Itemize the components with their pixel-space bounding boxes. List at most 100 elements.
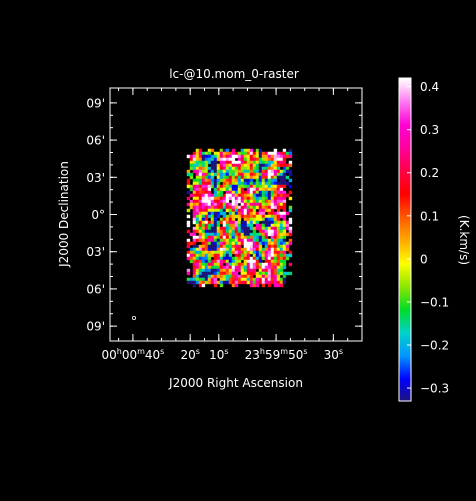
heatmap-cell bbox=[255, 163, 260, 168]
heatmap-cell bbox=[240, 172, 245, 177]
heatmap-cell bbox=[243, 199, 248, 204]
heatmap-cell bbox=[210, 217, 215, 222]
heatmap-cell bbox=[207, 229, 212, 234]
heatmap-cell bbox=[255, 190, 260, 195]
heatmap-cell bbox=[225, 244, 230, 249]
heatmap-cell bbox=[255, 250, 260, 255]
colorbar-segment bbox=[399, 136, 411, 140]
heatmap-cell bbox=[210, 259, 215, 264]
heatmap-cell bbox=[201, 226, 206, 231]
heatmap-cell bbox=[243, 223, 248, 228]
heatmap-cell bbox=[225, 271, 230, 276]
heatmap-cell bbox=[243, 169, 248, 174]
heatmap-cell bbox=[288, 184, 293, 189]
heatmap-cell bbox=[234, 247, 239, 252]
heatmap-cell bbox=[243, 196, 248, 201]
heatmap-cell bbox=[264, 214, 269, 219]
heatmap-cell bbox=[243, 265, 248, 270]
heatmap-cell bbox=[195, 187, 200, 192]
heatmap-cell bbox=[192, 160, 197, 165]
heatmap-cell bbox=[204, 208, 209, 213]
heatmap-cell bbox=[243, 193, 248, 198]
heatmap-cell bbox=[216, 193, 221, 198]
colorbar-segment bbox=[399, 211, 411, 214]
heatmap-cell bbox=[249, 220, 254, 225]
heatmap-cell bbox=[231, 169, 236, 174]
heatmap-cell bbox=[231, 202, 236, 207]
heatmap-cell bbox=[246, 226, 251, 231]
heatmap-cell bbox=[219, 163, 224, 168]
heatmap-cell bbox=[240, 148, 245, 153]
heatmap-cell bbox=[267, 220, 272, 225]
heatmap-cell bbox=[249, 169, 254, 174]
heatmap-cell bbox=[231, 283, 236, 288]
heatmap-cell bbox=[255, 226, 260, 231]
heatmap-cell bbox=[201, 172, 206, 177]
heatmap-cell bbox=[276, 229, 281, 234]
heatmap-cell bbox=[240, 205, 245, 210]
heatmap-cell bbox=[219, 187, 224, 192]
heatmap-cell bbox=[258, 226, 263, 231]
heatmap-cell bbox=[273, 241, 278, 246]
colorbar-segment bbox=[399, 330, 411, 333]
heatmap-cell bbox=[234, 226, 239, 231]
heatmap-cell bbox=[279, 172, 284, 177]
heatmap-cell bbox=[231, 268, 236, 273]
heatmap-cell bbox=[189, 199, 194, 204]
heatmap-cell bbox=[282, 184, 287, 189]
heatmap-cell bbox=[213, 250, 218, 255]
x-tick-label-value: 30 bbox=[324, 348, 339, 362]
heatmap-cell bbox=[255, 205, 260, 210]
heatmap-cell bbox=[225, 280, 230, 285]
heatmap-cell bbox=[219, 280, 224, 285]
heatmap-cell bbox=[237, 265, 242, 270]
heatmap-cell bbox=[234, 151, 239, 156]
heatmap-cell bbox=[285, 271, 290, 276]
heatmap-cell bbox=[243, 226, 248, 231]
heatmap-cell bbox=[246, 265, 251, 270]
heatmap-cell bbox=[186, 256, 191, 261]
heatmap-cell bbox=[273, 238, 278, 243]
heatmap-cell bbox=[255, 244, 260, 249]
heatmap-cell bbox=[186, 184, 191, 189]
heatmap-cell bbox=[231, 205, 236, 210]
heatmap-cell bbox=[234, 199, 239, 204]
heatmap-cell bbox=[261, 232, 266, 237]
colorbar-segment bbox=[399, 384, 411, 388]
heatmap-cell bbox=[198, 220, 203, 225]
colorbar-segment bbox=[399, 146, 411, 150]
heatmap-cell bbox=[246, 274, 251, 279]
heatmap-cell bbox=[279, 232, 284, 237]
colorbar-segment bbox=[399, 142, 411, 146]
heatmap-cell bbox=[240, 223, 245, 228]
heatmap-cell bbox=[219, 232, 224, 237]
heatmap-cell bbox=[261, 190, 266, 195]
x-tick-label-part: m bbox=[280, 347, 288, 356]
heatmap-cell bbox=[213, 154, 218, 159]
heatmap-cell bbox=[204, 181, 209, 186]
heatmap-cell bbox=[249, 208, 254, 213]
heatmap-cell bbox=[270, 253, 275, 258]
heatmap-cell bbox=[285, 220, 290, 225]
heatmap-cell bbox=[210, 241, 215, 246]
heatmap-cell bbox=[249, 223, 254, 228]
heatmap-cell bbox=[195, 166, 200, 171]
heatmap-cell bbox=[282, 148, 287, 153]
heatmap-cell bbox=[222, 271, 227, 276]
heatmap-cell bbox=[258, 166, 263, 171]
colorbar-segment bbox=[399, 193, 411, 196]
heatmap-cell bbox=[216, 208, 221, 213]
heatmap-cell bbox=[279, 280, 284, 285]
heatmap-cell bbox=[246, 196, 251, 201]
heatmap-cell bbox=[186, 178, 191, 183]
heatmap-cell bbox=[255, 280, 260, 285]
heatmap-cell bbox=[282, 250, 287, 255]
heatmap-cell bbox=[204, 226, 209, 231]
heatmap-cell bbox=[234, 160, 239, 165]
heatmap-cell bbox=[282, 211, 287, 216]
heatmap-cell bbox=[237, 172, 242, 177]
heatmap-cell bbox=[264, 151, 269, 156]
heatmap-cell bbox=[219, 235, 224, 240]
heatmap-cell bbox=[249, 202, 254, 207]
colorbar-segment bbox=[399, 271, 411, 275]
